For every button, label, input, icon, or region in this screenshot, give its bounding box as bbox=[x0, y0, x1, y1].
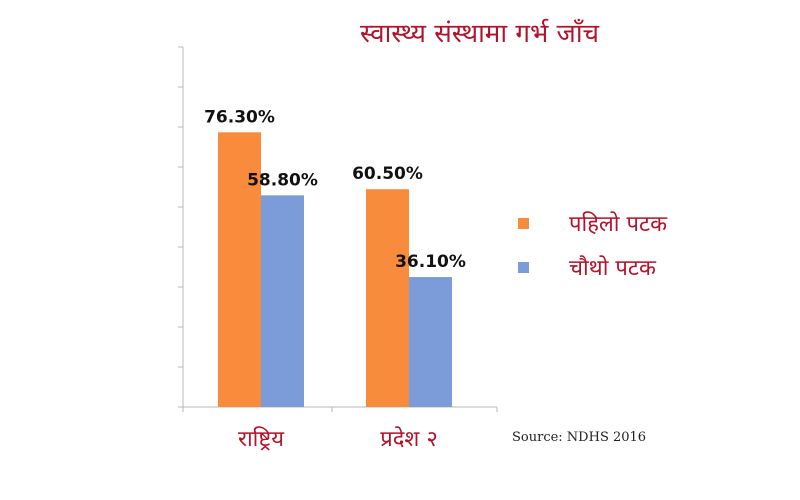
legend-swatch-fourth-visit bbox=[518, 261, 529, 273]
bar-first-visit-1 bbox=[366, 189, 409, 407]
legend-item-first-visit: पहिलो पटक bbox=[518, 210, 667, 237]
legend-label-fourth-visit: चौथो पटक bbox=[569, 256, 656, 281]
legend-label-first-visit: पहिलो पटक bbox=[569, 212, 667, 237]
data-label: 36.10% bbox=[395, 252, 466, 272]
data-label: 58.80% bbox=[247, 170, 318, 190]
bar-first-visit-0 bbox=[218, 132, 261, 407]
bar-fourth-visit-1 bbox=[409, 277, 452, 407]
chart-labels: 76.30% 58.80% राष्ट्रिय 60.50% 36.10% प्रदेश … bbox=[204, 107, 466, 452]
bar-fourth-visit-0 bbox=[261, 195, 304, 407]
chart-bars bbox=[218, 132, 452, 407]
source-note: Source: NDHS 2016 bbox=[512, 430, 647, 445]
data-label: 76.30% bbox=[204, 107, 275, 127]
legend-swatch-first-visit bbox=[518, 217, 529, 229]
category-label: प्रदेश २ bbox=[380, 426, 438, 452]
data-label: 60.50% bbox=[352, 164, 423, 184]
category-label: राष्ट्रिय bbox=[238, 426, 285, 452]
chart-title: स्वास्थ्य संस्थामा गर्भ जाँच bbox=[360, 19, 600, 49]
chart-legend: पहिलो पटक चौथो पटक bbox=[518, 210, 667, 298]
legend-item-fourth-visit: चौथो पटक bbox=[518, 254, 667, 281]
